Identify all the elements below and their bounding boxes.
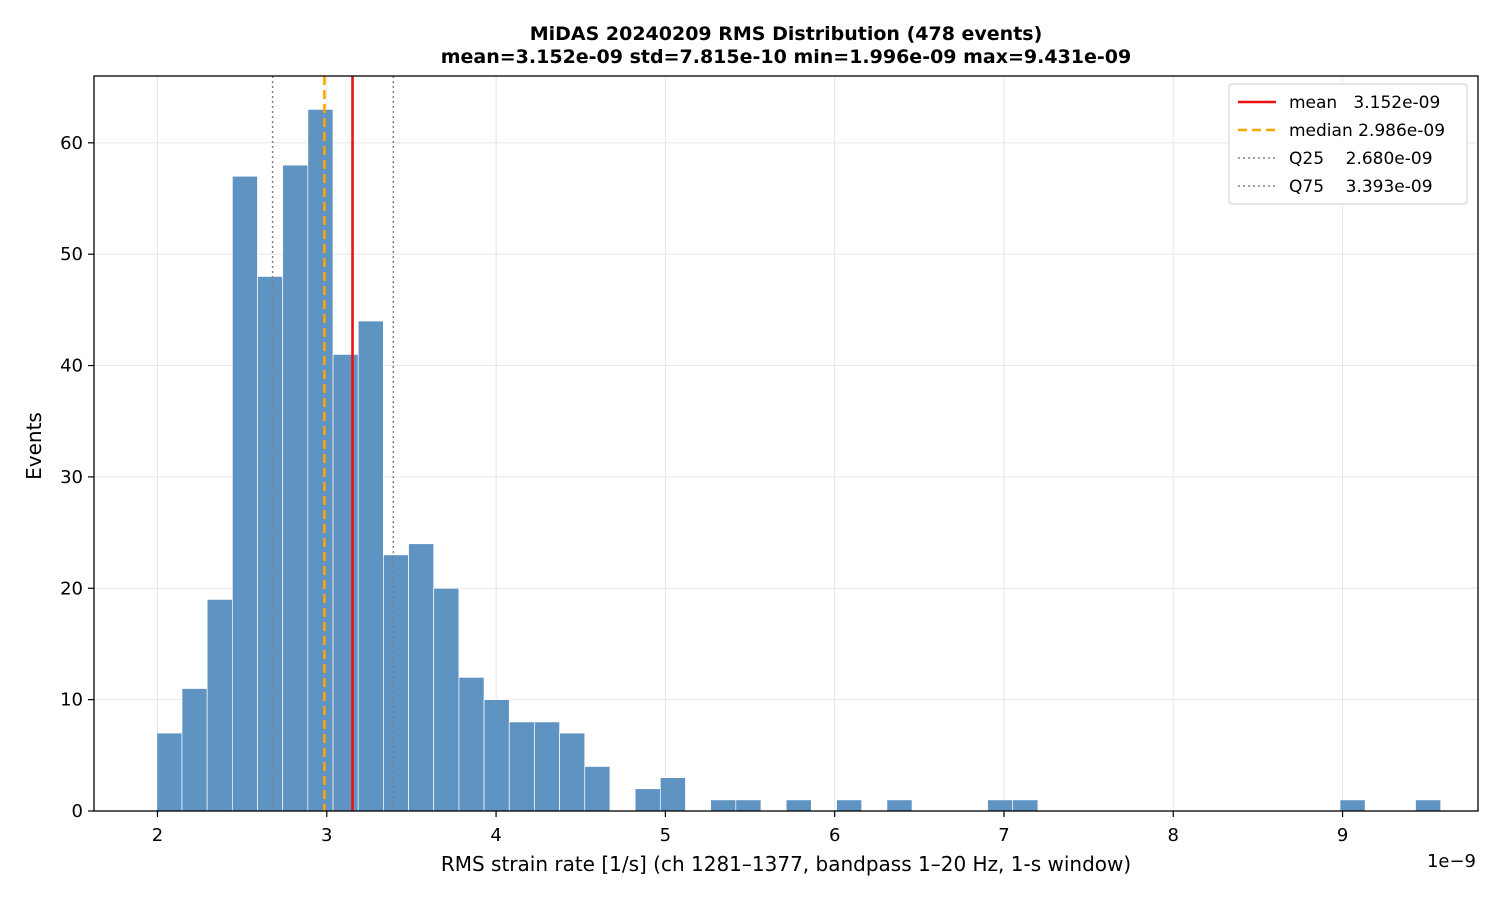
y-tick-label: 30 [60, 467, 83, 488]
chart-subtitle: mean=3.152e-09 std=7.815e-10 min=1.996e-… [441, 46, 1132, 68]
histogram-bar [282, 164, 309, 812]
histogram-bar [987, 799, 1014, 812]
x-tick-label: 8 [1168, 825, 1179, 846]
x-tick-label: 4 [490, 825, 501, 846]
histogram-bar [408, 543, 435, 812]
histogram-bar [1415, 799, 1442, 812]
x-tick-label: 7 [998, 825, 1009, 846]
histogram-bar [483, 699, 510, 812]
histogram-bar [634, 788, 661, 812]
histogram-bar [383, 554, 409, 812]
y-tick-label: 40 [60, 356, 83, 377]
histogram-bar [659, 777, 686, 812]
histogram-bar [307, 109, 334, 812]
legend-mean-label: mean 3.152e-09 [1289, 93, 1440, 113]
legend-q75-label: Q75 3.393e-09 [1289, 177, 1433, 197]
y-tick-label: 60 [60, 133, 83, 154]
x-tick-label: 6 [829, 825, 840, 846]
x-tick-label: 5 [660, 825, 671, 846]
histogram-bar [257, 276, 284, 812]
histogram-bar [433, 587, 460, 812]
histogram-bar [206, 599, 233, 812]
x-tick-label: 2 [152, 825, 163, 846]
histogram-bar [785, 799, 812, 812]
x-tick-label: 3 [321, 825, 332, 846]
legend-median-label: median 2.986e-09 [1289, 121, 1445, 141]
legend-box [1228, 83, 1468, 205]
legend: mean 3.152e-09 median 2.986e-09 Q25 2.680e… [1228, 83, 1468, 205]
histogram-bar [1339, 799, 1366, 812]
histogram-bar [357, 320, 384, 812]
histogram-bar [458, 677, 485, 812]
histogram-bar [1012, 799, 1039, 812]
plot-area-frame [93, 75, 1479, 812]
histogram-bar [231, 175, 258, 812]
x-tick-label: 9 [1337, 825, 1348, 846]
statistic-lines [271, 76, 395, 811]
y-tick-label: 10 [60, 690, 83, 711]
y-tick-label: 0 [72, 801, 83, 822]
chart-title: MiDAS 20240209 RMS Distribution (478 eve… [530, 23, 1043, 45]
histogram-bar [559, 732, 586, 812]
histogram-bar [181, 688, 208, 812]
x-axis-offset-label: 1e−9 [1427, 851, 1476, 872]
histogram-bar [584, 766, 611, 812]
histogram-bar [886, 799, 913, 812]
histogram-bar [508, 721, 535, 812]
histogram-bar [836, 799, 863, 812]
histogram-bars [156, 109, 1442, 812]
histogram-bar [710, 799, 737, 812]
x-axis-label: RMS strain rate [1/s] (ch 1281–1377, ban… [441, 852, 1131, 876]
histogram-bar [534, 721, 560, 812]
y-tick-label: 50 [60, 244, 83, 265]
x-axis-ticks: 2 3 4 5 6 7 8 9 [152, 811, 1348, 846]
y-axis-ticks: 0 10 20 30 40 50 60 [60, 133, 94, 822]
y-tick-label: 20 [60, 578, 83, 599]
legend-q25-label: Q25 2.680e-09 [1289, 149, 1433, 169]
histogram-bar [735, 799, 762, 812]
histogram-bar [332, 354, 359, 812]
histogram-bar [156, 732, 183, 812]
y-axis-label: Events [22, 412, 46, 480]
